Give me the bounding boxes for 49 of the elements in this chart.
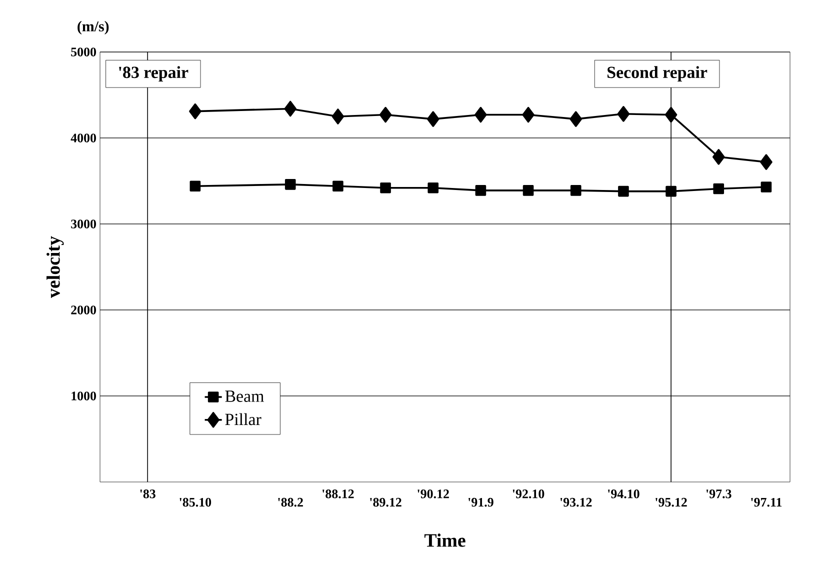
point	[332, 180, 344, 192]
x-tick-label: '97.3	[706, 490, 732, 498]
x-tick-label: '92.10	[512, 490, 544, 498]
point	[284, 100, 297, 117]
point	[426, 111, 440, 127]
point	[379, 106, 392, 123]
x-tick-label: '91.9	[468, 498, 494, 507]
point	[189, 103, 202, 120]
point	[664, 106, 678, 123]
point	[522, 106, 534, 123]
point	[522, 185, 534, 196]
point	[760, 154, 772, 170]
point	[617, 106, 630, 122]
x-tick-label: '89.12	[370, 498, 402, 507]
ref-line-label: Second repair	[608, 66, 708, 82]
point	[666, 186, 676, 197]
point	[428, 182, 439, 194]
x-tick-label: '97.11	[751, 498, 782, 507]
point	[570, 111, 582, 127]
x-tick-label: '93.12	[560, 498, 592, 507]
ref-line-label: '83 repair	[119, 66, 188, 82]
y-tick-label: 2000	[71, 306, 96, 314]
point	[475, 185, 486, 196]
x-tick-label: '95.12	[656, 498, 687, 507]
y-tick-label: 3000	[71, 220, 96, 228]
point	[570, 185, 582, 196]
y-axis-title: velocity	[46, 236, 64, 298]
legend-label: Pillar	[225, 413, 262, 426]
point	[474, 106, 487, 123]
point	[618, 186, 629, 197]
point	[332, 108, 344, 124]
x-axis-title: Time	[424, 534, 466, 547]
x-tick-label: '88.12	[322, 490, 354, 498]
point	[760, 182, 772, 192]
y-tick-label: 5000	[71, 48, 96, 56]
y-tick-label: 1000	[72, 392, 96, 400]
point	[713, 183, 724, 194]
y-tick-label: 4000	[70, 134, 96, 142]
point	[712, 149, 725, 165]
x-tick-label: '85.10	[180, 498, 212, 507]
x-tick-label: '88.2	[278, 498, 303, 507]
point	[284, 179, 296, 190]
x-tick-label: '94.10	[608, 490, 640, 498]
text: (m/s)	[78, 20, 109, 34]
x-tick-label: '90.12	[418, 490, 449, 498]
legend-label: Beam	[225, 390, 264, 402]
x-tick-label: '83	[140, 490, 156, 498]
point	[380, 182, 391, 194]
point	[190, 180, 201, 192]
